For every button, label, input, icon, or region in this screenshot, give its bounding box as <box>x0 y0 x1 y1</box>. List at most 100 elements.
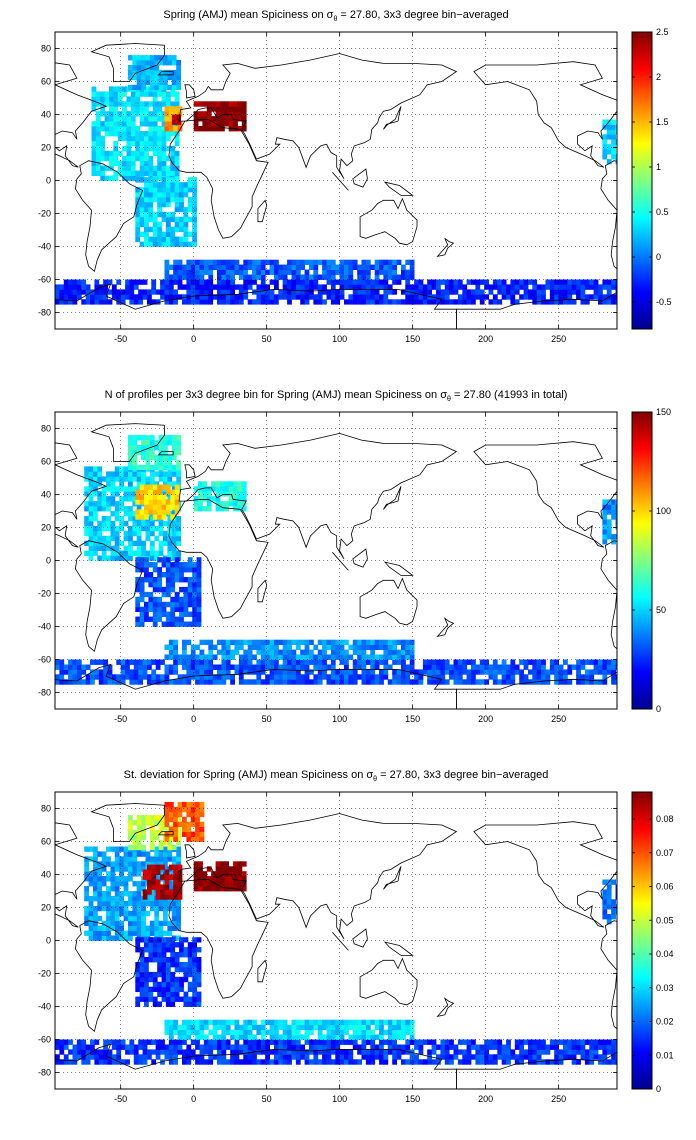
heat-cell <box>176 825 181 831</box>
heat-cell <box>168 669 174 675</box>
heat-cell <box>173 1029 178 1035</box>
heat-cell <box>123 555 129 561</box>
heat-cell <box>265 1049 270 1055</box>
heat-cell <box>183 236 189 242</box>
heat-cell <box>168 279 174 285</box>
heat-cell <box>116 279 122 285</box>
heat-cell <box>161 126 167 132</box>
heat-cell <box>133 1059 139 1065</box>
heat-cell <box>114 501 120 507</box>
heat-cell <box>563 669 568 675</box>
chart-title: N of profiles per 3x3 degree bin for Spr… <box>105 389 568 403</box>
heat-cell <box>187 952 193 958</box>
heat-cell <box>352 679 358 685</box>
heat-cell <box>322 654 327 660</box>
heat-cell <box>136 506 142 512</box>
heat-cell <box>230 1054 235 1060</box>
heat-cell <box>176 471 181 477</box>
heat-cell <box>409 284 415 290</box>
heat-cell <box>256 649 262 655</box>
heat-cell <box>611 119 616 125</box>
heat-cell <box>84 905 89 912</box>
heat-cell <box>183 991 189 997</box>
heat-cell <box>282 669 288 675</box>
heat-cell <box>431 1049 437 1055</box>
heat-cell <box>63 669 69 675</box>
heat-cell <box>128 815 133 821</box>
colorbar-tick-label: -0.5 <box>656 297 672 307</box>
heat-cell <box>141 60 146 66</box>
heat-cell <box>221 269 227 275</box>
heat-cell <box>233 486 238 492</box>
heat-cell <box>145 79 151 86</box>
heat-cell <box>265 259 270 265</box>
heat-cell <box>282 1059 288 1065</box>
heat-cell <box>128 471 133 477</box>
heat-cell <box>55 1039 60 1045</box>
heat-cell <box>136 886 142 892</box>
heat-cell <box>103 289 108 295</box>
heat-cell <box>237 116 243 122</box>
heat-cell <box>141 445 146 451</box>
heat-cell <box>409 659 415 665</box>
heat-cell <box>541 1039 546 1045</box>
heat-cell <box>506 1049 511 1055</box>
heat-cell <box>237 111 243 117</box>
heat-cell <box>243 274 249 280</box>
heat-cell <box>192 591 197 598</box>
heat-cell <box>163 540 168 546</box>
heat-cell <box>157 616 162 622</box>
heat-cell <box>335 1034 341 1040</box>
heat-cell <box>98 299 104 305</box>
heat-cell <box>379 654 384 660</box>
heat-cell <box>405 654 411 660</box>
heat-cell <box>149 900 155 907</box>
heat-cell <box>396 639 402 645</box>
heat-cell <box>348 259 354 265</box>
heat-cell <box>72 1054 78 1060</box>
heat-cell <box>414 1054 419 1060</box>
heat-cell <box>484 1044 489 1050</box>
heat-cell <box>457 679 463 685</box>
heat-cell <box>365 644 371 650</box>
heat-cell <box>148 601 154 608</box>
heat-cell <box>479 669 485 675</box>
heat-cell <box>144 131 149 137</box>
heat-cell <box>165 241 171 247</box>
heat-cell <box>576 279 581 285</box>
heat-cell <box>313 284 319 290</box>
heat-cell <box>387 639 393 645</box>
heat-cell <box>260 654 266 660</box>
heat-cell <box>84 915 89 922</box>
heat-cell <box>132 445 138 451</box>
heat-cell <box>128 74 133 81</box>
heat-cell <box>182 806 187 813</box>
heat-cell <box>88 930 94 936</box>
heat-cell <box>165 201 171 208</box>
heat-cell <box>128 540 133 546</box>
heat-cell <box>238 679 244 685</box>
heat-cell <box>282 654 288 660</box>
heat-cell <box>168 679 174 685</box>
heat-cell <box>260 1024 266 1030</box>
heat-cell <box>352 299 358 305</box>
heat-cell <box>256 659 262 665</box>
heat-cell <box>192 976 197 983</box>
heat-cell <box>571 1039 577 1045</box>
heat-cell <box>203 284 209 290</box>
coastline <box>359 577 418 626</box>
heat-cell <box>177 1034 183 1040</box>
heat-cell <box>160 679 165 685</box>
heat-cell <box>615 889 617 895</box>
heat-cell <box>126 126 132 132</box>
heat-cell <box>192 596 197 603</box>
heat-cell <box>174 577 180 583</box>
heat-cell <box>357 299 362 305</box>
heat-cell <box>206 491 212 497</box>
heat-cell <box>168 826 174 832</box>
heat-cell <box>326 269 332 275</box>
heat-cell <box>155 659 161 665</box>
heat-cell <box>177 294 183 300</box>
heat-cell <box>152 101 158 107</box>
heat-cell <box>76 289 82 295</box>
